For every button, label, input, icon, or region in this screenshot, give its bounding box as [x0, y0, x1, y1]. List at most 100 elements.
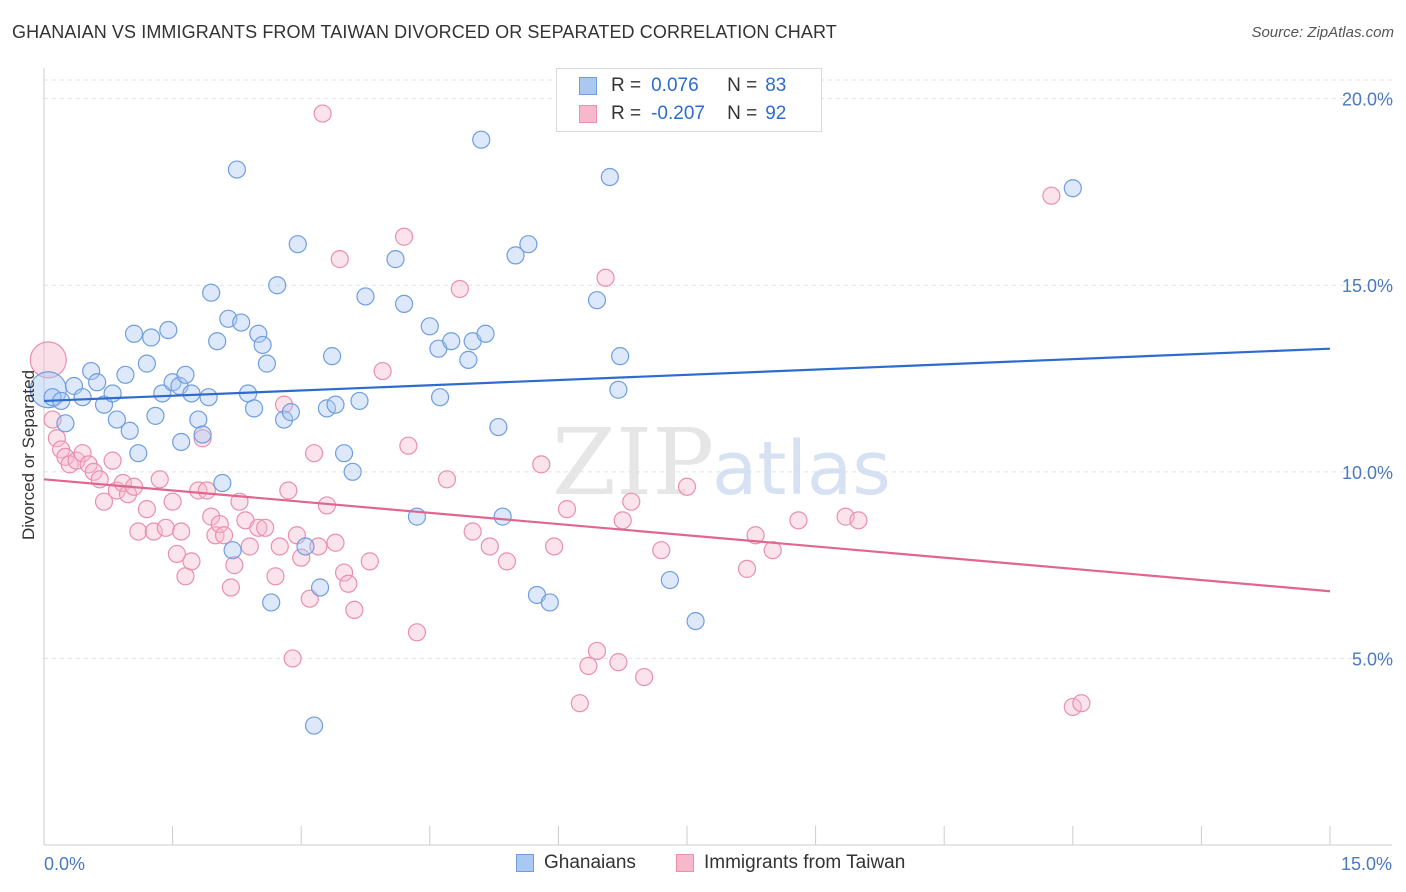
n-label: N = — [727, 103, 758, 124]
legend-item-ghanaians: Ghanaians — [516, 852, 636, 874]
ghanaians-point — [442, 332, 461, 351]
r-label: R = — [611, 103, 642, 124]
y-axis-title: Divorced or Separated — [19, 370, 38, 540]
ghanaians-point — [213, 473, 232, 493]
taiwan-point — [557, 500, 577, 519]
taiwan-point — [84, 462, 103, 481]
taiwan-point — [596, 268, 615, 287]
ghanaians-point — [88, 373, 107, 392]
legend-swatch-pink — [579, 105, 597, 123]
ghanaians-point — [686, 611, 705, 631]
taiwan-point — [677, 477, 697, 496]
taiwan-point — [249, 518, 268, 537]
n-value: 83 — [765, 75, 787, 96]
ghanaians-point — [107, 410, 126, 429]
ghanaians-point — [223, 541, 242, 560]
ghanaians-point — [227, 160, 246, 179]
y-tick-label: 15.0% — [1342, 276, 1393, 296]
ghanaians-point — [176, 365, 195, 384]
ghanaians-point — [350, 391, 369, 411]
ghanaians-point — [253, 335, 272, 355]
taiwan-point — [1072, 694, 1091, 713]
taiwan-point — [283, 649, 302, 668]
ghanaians-point — [172, 432, 191, 452]
taiwan-point — [737, 559, 757, 578]
legend-swatch-pink — [676, 854, 694, 872]
taiwan-point — [167, 544, 186, 564]
trend-lines — [43, 347, 1331, 593]
series-immigrants-from-taiwan-points — [29, 104, 1091, 717]
ghanaians-point — [472, 130, 491, 149]
taiwan-point — [652, 541, 671, 560]
series-ghanaians-points — [29, 130, 1082, 735]
taiwan-point — [789, 511, 808, 530]
watermark-atlas: atlas — [712, 426, 891, 512]
taiwan-point — [304, 444, 324, 463]
y-tick-label: 10.0% — [1342, 463, 1393, 483]
gridlines — [44, 79, 1392, 659]
ghanaians-point — [506, 246, 525, 265]
taiwan-point — [334, 563, 354, 582]
taiwan-point — [570, 694, 589, 713]
taiwan-point — [300, 589, 319, 608]
ghanaians-point — [322, 347, 342, 366]
ghanaians-point — [326, 395, 345, 414]
taiwan-point — [394, 227, 414, 246]
ghanaians-point — [193, 425, 212, 444]
taiwan-point — [103, 451, 122, 470]
taiwan-point — [182, 552, 201, 571]
taiwan-point — [197, 481, 216, 500]
source-label: Source: ZipAtlas.com — [1251, 24, 1394, 41]
taiwan-trend-line — [43, 478, 1331, 593]
taiwan-point — [613, 511, 632, 530]
ghanaians-point — [611, 347, 630, 366]
ghanaians-point — [394, 294, 414, 314]
r-value: -0.207 — [651, 103, 705, 124]
taiwan-point — [221, 578, 240, 597]
taiwan-point — [330, 250, 349, 269]
ghanaians-point — [120, 421, 139, 440]
legend-swatch-blue — [516, 854, 534, 872]
taiwan-point — [144, 522, 163, 541]
ghanaians-point — [159, 320, 178, 340]
taiwan-point — [545, 537, 564, 556]
ghanaians-point — [489, 417, 508, 437]
legend-row-ghanaians: R = 0.076 N = 83 — [579, 73, 786, 99]
ghanaians-point — [202, 283, 221, 302]
legend-row-taiwan: R = -0.207 N = 92 — [579, 101, 786, 127]
taiwan-point — [399, 436, 418, 455]
chart-title: GHANAIAN VS IMMIGRANTS FROM TAIWAN DIVOR… — [12, 22, 837, 42]
taiwan-point — [256, 518, 275, 537]
taiwan-point — [292, 548, 311, 567]
ghanaians-point — [587, 291, 607, 310]
ghanaians-point — [189, 410, 208, 429]
taiwan-point — [360, 552, 379, 571]
ghanaians-point — [73, 388, 92, 407]
taiwan-point — [270, 537, 289, 556]
taiwan-point — [407, 623, 427, 642]
ghanaians-point — [334, 444, 354, 463]
ghanaians-point — [82, 361, 101, 381]
ghanaians-point — [199, 388, 218, 407]
ghanaians-point — [288, 235, 307, 254]
ghanaians-point — [281, 403, 301, 422]
ghanaians-point — [208, 332, 227, 351]
x-tick-label: 0.0% — [44, 854, 85, 874]
taiwan-point — [67, 451, 86, 470]
taiwan-point — [609, 653, 628, 672]
ghanaians-point — [356, 287, 375, 306]
taiwan-point — [225, 556, 244, 575]
ghanaians-trend-line — [43, 347, 1331, 403]
correlation-legend: R = 0.076 N = 83 R = -0.207 N = 92 — [556, 68, 822, 132]
legend-swatch-blue — [579, 77, 597, 95]
taiwan-point — [463, 522, 482, 541]
taiwan-point — [849, 511, 868, 530]
taiwan-point — [163, 492, 182, 511]
ghanaians-point — [540, 593, 559, 612]
watermark: ZIP atlas — [552, 409, 891, 516]
taiwan-point — [326, 533, 345, 552]
taiwan-point — [240, 537, 259, 556]
taiwan-point — [47, 429, 66, 448]
taiwan-point — [214, 526, 234, 545]
